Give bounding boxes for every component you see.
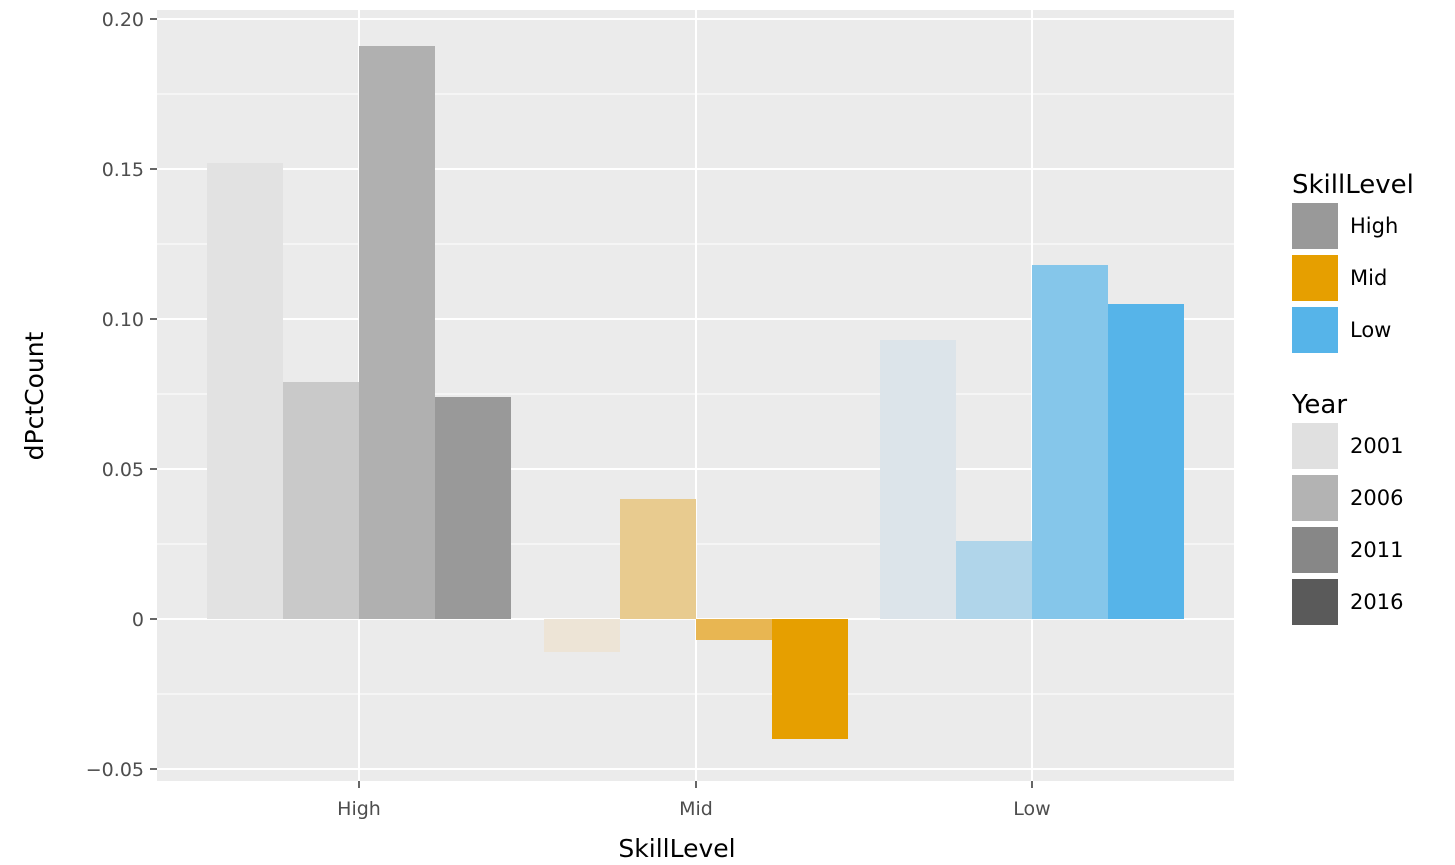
bar-high-2006 (283, 382, 359, 619)
y-tick-label: 0 (132, 609, 144, 631)
legend-key-2006 (1292, 475, 1338, 521)
bar-high-2001 (207, 163, 283, 619)
y-tick-label: −0.05 (86, 759, 144, 781)
legend-label-2016: 2016 (1350, 590, 1403, 614)
legend-key-2001 (1292, 423, 1338, 469)
bar-low-2016 (1108, 304, 1184, 619)
bars (207, 46, 1184, 739)
legend-label-mid: Mid (1350, 266, 1387, 290)
bar-mid-2016 (772, 619, 848, 739)
x-tick-label: Mid (679, 798, 713, 820)
x-axis-title: SkillLevel (618, 834, 735, 863)
legend-label-low: Low (1350, 318, 1391, 342)
legend-label-2001: 2001 (1350, 434, 1403, 458)
x-tick-label: High (337, 798, 381, 820)
legend-label-2006: 2006 (1350, 486, 1403, 510)
bar-mid-2006 (620, 499, 696, 619)
legend-title-skilllevel: SkillLevel (1292, 170, 1414, 200)
y-tick-label: 0.15 (102, 159, 144, 181)
bar-mid-2001 (544, 619, 620, 652)
bar-high-2016 (435, 397, 511, 619)
legend-key-2016 (1292, 579, 1338, 625)
bar-low-2011 (1032, 265, 1108, 619)
bar-mid-2011 (696, 619, 772, 640)
bar-low-2006 (956, 541, 1032, 619)
axes: −0.05 0 0.05 0.10 0.15 0.20 High Mid Low (86, 9, 1051, 820)
y-tick-label: 0.20 (102, 9, 144, 31)
y-axis-title: dPctCount (20, 331, 49, 460)
y-tick-label: 0.10 (102, 309, 144, 331)
bar-low-2001 (880, 340, 956, 619)
y-tick-label: 0.05 (102, 459, 144, 481)
legend-key-high (1292, 203, 1338, 249)
legend-key-2011 (1292, 527, 1338, 573)
legend-title-year: Year (1291, 390, 1347, 420)
legend-label-high: High (1350, 214, 1398, 238)
legend-key-low (1292, 307, 1338, 353)
legend-label-2011: 2011 (1350, 538, 1403, 562)
bar-high-2011 (359, 46, 435, 619)
legend-key-mid (1292, 255, 1338, 301)
x-tick-label: Low (1013, 798, 1050, 820)
